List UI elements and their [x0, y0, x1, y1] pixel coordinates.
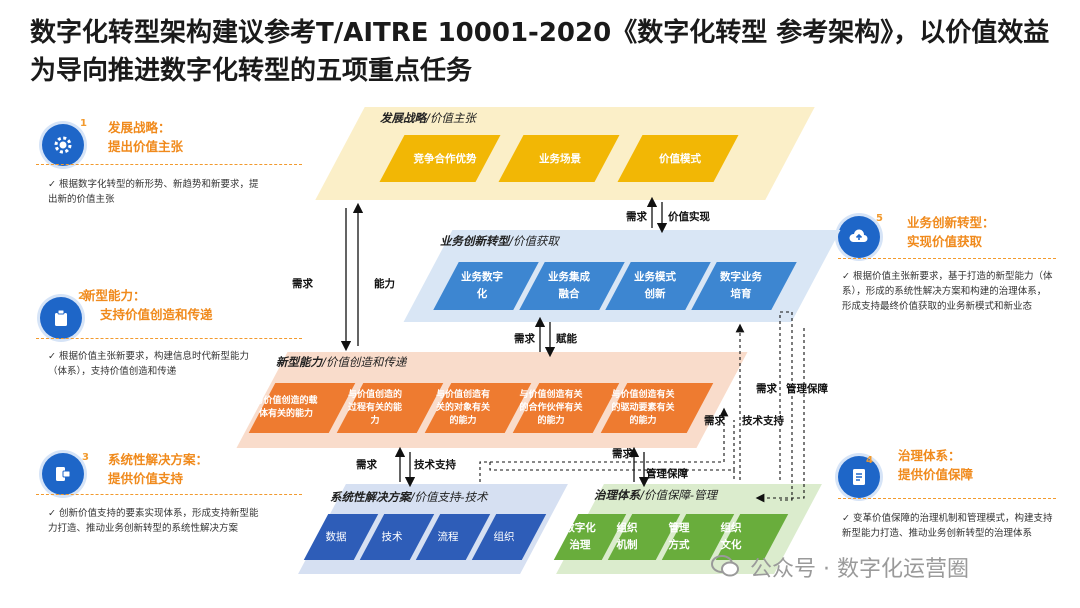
- governance-band-label: 治理体系/价值保障-管理: [594, 488, 718, 502]
- annotation-divider: [838, 258, 1056, 259]
- capability-box-label: 与价值创造有关的驱动要素有关的能力: [611, 389, 675, 426]
- annotation-divider: [36, 338, 302, 339]
- capability-box-label: 与价值创造的载体有关的能力: [254, 396, 318, 419]
- annotation-number: 4: [866, 455, 873, 466]
- annotation-number: 2: [78, 291, 85, 302]
- annotation-number: 1: [80, 118, 87, 129]
- demand-label: 需求: [514, 333, 535, 345]
- demand-label: 需求: [756, 383, 777, 395]
- capability-box-label: 与价值创造有关的对象有关的能力: [435, 389, 490, 426]
- annotation-divider: [838, 498, 1056, 499]
- annotation-divider: [36, 494, 302, 495]
- value-realize-label: 价值实现: [668, 211, 710, 223]
- business-box-label: 数字业务培育: [720, 271, 762, 300]
- annotation-title: 发展战略： 提出价值主张: [108, 120, 184, 154]
- annotation-description: ✓ 创新价值支持的要素实现体系，形成支持新型能力打造、推动业务创新转型的系统性解决…: [48, 508, 259, 534]
- annotation-title: 系统性解决方案： 提供价值支持: [108, 452, 209, 486]
- governance-box-label: 管理方式: [668, 522, 690, 551]
- demand-label: 需求: [626, 211, 647, 223]
- solution-box-label: 组织: [493, 530, 515, 543]
- wechat-logo-icon: [711, 555, 739, 577]
- capability-box-label: 与价值创造有关的合作伙伴有关的能力: [519, 389, 583, 426]
- strategy-box-label: 业务场景: [539, 152, 581, 165]
- empower-label: 赋能: [556, 333, 577, 345]
- annotation-divider: [36, 164, 302, 165]
- annotation-description: ✓ 变革价值保障的治理机制和管理模式，构建支持新型能力打造、推动业务创新转型的治理…: [842, 513, 1053, 539]
- document-icon: [838, 456, 880, 498]
- business-box-label: 业务模式创新: [634, 271, 676, 300]
- watermark: 公众号 · 数字化运营圈: [750, 557, 969, 582]
- governance-box-label: 组织文化: [720, 522, 742, 551]
- governance-box-label: 数字化治理: [564, 522, 596, 551]
- tech-support-label: 技术支持: [414, 459, 456, 471]
- governance-box-label: 组织机制: [616, 522, 638, 551]
- annotation-title: 业务创新转型： 实现价值获取: [907, 215, 995, 249]
- strategy-box-label: 竞争合作优势: [413, 152, 477, 165]
- clipboard-icon: [40, 297, 82, 339]
- business-box-label: 业务数字化: [461, 271, 503, 300]
- annotation-description: ✓ 根据价值主张新要求，基于打造的新型能力（体系），形成的系统性解决方案和构建的治…: [842, 271, 1053, 312]
- solution-box-label: 技术: [381, 530, 403, 543]
- demand-label: 需求: [356, 459, 377, 471]
- demand-label: 需求: [704, 415, 725, 427]
- annotation-title: 治理体系： 提供价值保障: [898, 448, 974, 482]
- annotation-title: 新型能力： 支持价值创造和传递: [83, 288, 213, 322]
- annotation-number: 5: [876, 213, 883, 224]
- page-title: 数字化转型架构建议参考T/AITRE 10001-2020《数字化转型 参考架构…: [30, 18, 1050, 86]
- solution-box-label: 流程: [437, 530, 459, 543]
- annotation-number: 3: [82, 452, 89, 463]
- demand-label: 需求: [292, 278, 313, 290]
- solution-band-label: 系统性解决方案/价值支持-技术: [330, 490, 488, 504]
- annotation-description: ✓ 根据数字化转型的新形势、新趋势和新要求，提出新的价值主张: [48, 179, 259, 205]
- mgmt-guarantee-label: 管理保障: [786, 383, 828, 395]
- capability-label: 能力: [374, 278, 395, 290]
- business-band-label: 业务创新转型/价值获取: [440, 234, 559, 248]
- demand-label: 需求: [612, 448, 633, 460]
- business-box-label: 业务集成融合: [548, 271, 590, 300]
- capability-band-label: 新型能力/价值创造和传递: [276, 355, 407, 369]
- annotation-description: ✓ 根据价值主张新要求，构建信息时代新型能力（体系），支持价值创造和传递: [48, 351, 249, 377]
- puzzle-icon: [42, 453, 84, 495]
- gear-icon: [42, 124, 84, 166]
- mgmt-guarantee-label: 管理保障: [646, 468, 688, 480]
- tech-support-label: 技术支持: [742, 415, 784, 427]
- strategy-band-label: 发展战略/价值主张: [380, 111, 476, 125]
- strategy-box-label: 价值模式: [659, 152, 701, 165]
- capability-box-label: 与价值创造的过程有关的能力: [347, 389, 402, 426]
- cloud-upload-icon: [838, 216, 880, 258]
- solution-box-label: 数据: [325, 530, 347, 543]
